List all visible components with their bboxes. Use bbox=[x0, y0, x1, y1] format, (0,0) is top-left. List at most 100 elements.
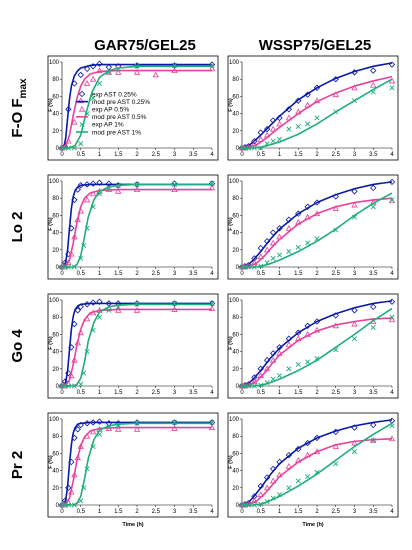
data-point-ap05 bbox=[133, 68, 141, 75]
x-tick-label: 0 bbox=[240, 390, 244, 396]
data-point-ast025 bbox=[74, 426, 81, 433]
data-point-ap1 bbox=[71, 502, 77, 508]
data-point-ap1 bbox=[295, 123, 301, 130]
data-point-ap05 bbox=[295, 218, 302, 225]
panel-frame bbox=[47, 174, 219, 280]
x-tick-label: 3 bbox=[173, 390, 177, 396]
x-tick-label: 0 bbox=[240, 509, 244, 515]
x-tick-label: 2 bbox=[315, 509, 319, 515]
data-point-ap1 bbox=[264, 141, 270, 147]
x-tick-label: 3 bbox=[353, 271, 357, 277]
data-point-ap05 bbox=[96, 67, 103, 73]
data-point-ap05 bbox=[285, 462, 293, 469]
data-point-ast025 bbox=[269, 117, 277, 124]
series-line-ap1 bbox=[62, 422, 212, 506]
legend-entry-label: exp AP 0.5% bbox=[92, 107, 129, 114]
data-point-ap05 bbox=[304, 101, 311, 108]
data-point-ap1 bbox=[370, 204, 376, 210]
data-point-ap05 bbox=[351, 320, 358, 327]
data-point-ast025 bbox=[263, 474, 271, 481]
data-point-ap1 bbox=[90, 327, 96, 333]
data-point-ast025 bbox=[351, 307, 358, 314]
x-tick-label: 1.5 bbox=[114, 152, 123, 158]
data-point-ap05 bbox=[251, 259, 258, 266]
data-point-ap1 bbox=[245, 264, 251, 270]
data-point-ast025 bbox=[370, 303, 377, 311]
data-point-ap1 bbox=[90, 204, 96, 210]
data-point-ap1 bbox=[96, 80, 103, 87]
x-tick-label: 1.5 bbox=[294, 152, 303, 158]
data-point-ast025 bbox=[269, 350, 277, 357]
x-tick-label: 0.5 bbox=[77, 509, 86, 515]
data-point-ap05 bbox=[208, 424, 216, 430]
series-line-ap05 bbox=[241, 75, 393, 149]
data-point-ast025 bbox=[171, 300, 178, 307]
legend: exp AST 0.25%mod pre AST 0.25%exp AP 0.5… bbox=[76, 90, 150, 136]
data-point-ap1 bbox=[351, 214, 358, 220]
x-tick-label: 3 bbox=[353, 509, 357, 515]
data-point-ap05 bbox=[71, 118, 78, 125]
y-tick-label: 40 bbox=[52, 112, 59, 118]
y-tick-label: 60 bbox=[232, 94, 239, 100]
x-tick-label: 3.5 bbox=[369, 390, 378, 396]
data-point-ap1 bbox=[270, 138, 276, 144]
series-line-ast025 bbox=[241, 181, 393, 268]
data-point-ap1 bbox=[106, 307, 112, 313]
series-line-ast025 bbox=[61, 302, 212, 387]
data-point-ap05 bbox=[171, 306, 178, 312]
data-point-ast025 bbox=[388, 61, 396, 68]
data-point-ap05 bbox=[74, 454, 81, 461]
x-tick-label: 1 bbox=[98, 152, 102, 158]
data-point-ast025 bbox=[71, 320, 78, 328]
panel-frame bbox=[47, 293, 219, 399]
y-tick-label: 60 bbox=[52, 451, 59, 457]
data-point-ast025 bbox=[77, 182, 84, 189]
x-tick-label: 4 bbox=[210, 509, 214, 515]
x-tick-label: 2.5 bbox=[332, 390, 341, 396]
x-tick-label: 2 bbox=[315, 152, 319, 158]
x-tick-label: 2 bbox=[135, 271, 139, 277]
data-point-ap1 bbox=[305, 121, 311, 127]
data-point-ast025 bbox=[65, 106, 72, 113]
data-point-ap1 bbox=[115, 182, 121, 188]
data-point-ast025 bbox=[276, 458, 283, 466]
data-point-ast025 bbox=[71, 196, 78, 204]
data-point-ast025 bbox=[171, 180, 178, 187]
data-point-ap1 bbox=[295, 361, 301, 368]
data-point-ast025 bbox=[304, 439, 311, 447]
y-axis-label: F (%) bbox=[48, 217, 54, 231]
data-point-ap1 bbox=[286, 485, 292, 491]
data-point-ap05 bbox=[133, 306, 141, 313]
data-point-ast025 bbox=[68, 458, 75, 466]
data-point-ap05 bbox=[89, 309, 97, 316]
y-tick-label: 20 bbox=[52, 129, 59, 135]
y-tick-label: 100 bbox=[229, 417, 240, 423]
legend-entry-label: mod pre AST 1% bbox=[92, 129, 141, 136]
data-point-ap05 bbox=[171, 186, 178, 192]
data-point-ap05 bbox=[269, 356, 277, 363]
y-tick-label: 20 bbox=[232, 367, 239, 373]
y-tick-label: 0 bbox=[236, 146, 240, 152]
y-tick-label: 100 bbox=[49, 60, 60, 66]
panel-frame bbox=[47, 412, 219, 518]
x-tick-label: 2.5 bbox=[152, 152, 161, 158]
data-point-ap1 bbox=[264, 380, 270, 386]
row-label: F-O Fmax bbox=[9, 78, 29, 138]
x-tick-label: 3.5 bbox=[369, 152, 378, 158]
data-point-ap05 bbox=[332, 205, 339, 211]
data-point-ap05 bbox=[295, 108, 302, 115]
data-point-ap05 bbox=[351, 84, 358, 91]
data-point-ap05 bbox=[370, 437, 377, 443]
x-tick-label: 2 bbox=[135, 509, 139, 515]
data-point-ast025 bbox=[276, 344, 283, 351]
row-label: Lo 2 bbox=[9, 212, 26, 243]
x-tick-label: 1 bbox=[278, 509, 282, 515]
x-tick-label: 1 bbox=[98, 509, 102, 515]
data-point-ap05 bbox=[276, 233, 283, 240]
data-point-ap1 bbox=[351, 98, 358, 104]
x-tick-label: 4 bbox=[390, 509, 394, 515]
data-point-ast025 bbox=[313, 199, 321, 206]
data-point-ap05 bbox=[171, 425, 178, 431]
column-title-right: WSSP75/GEL25 bbox=[259, 37, 372, 54]
